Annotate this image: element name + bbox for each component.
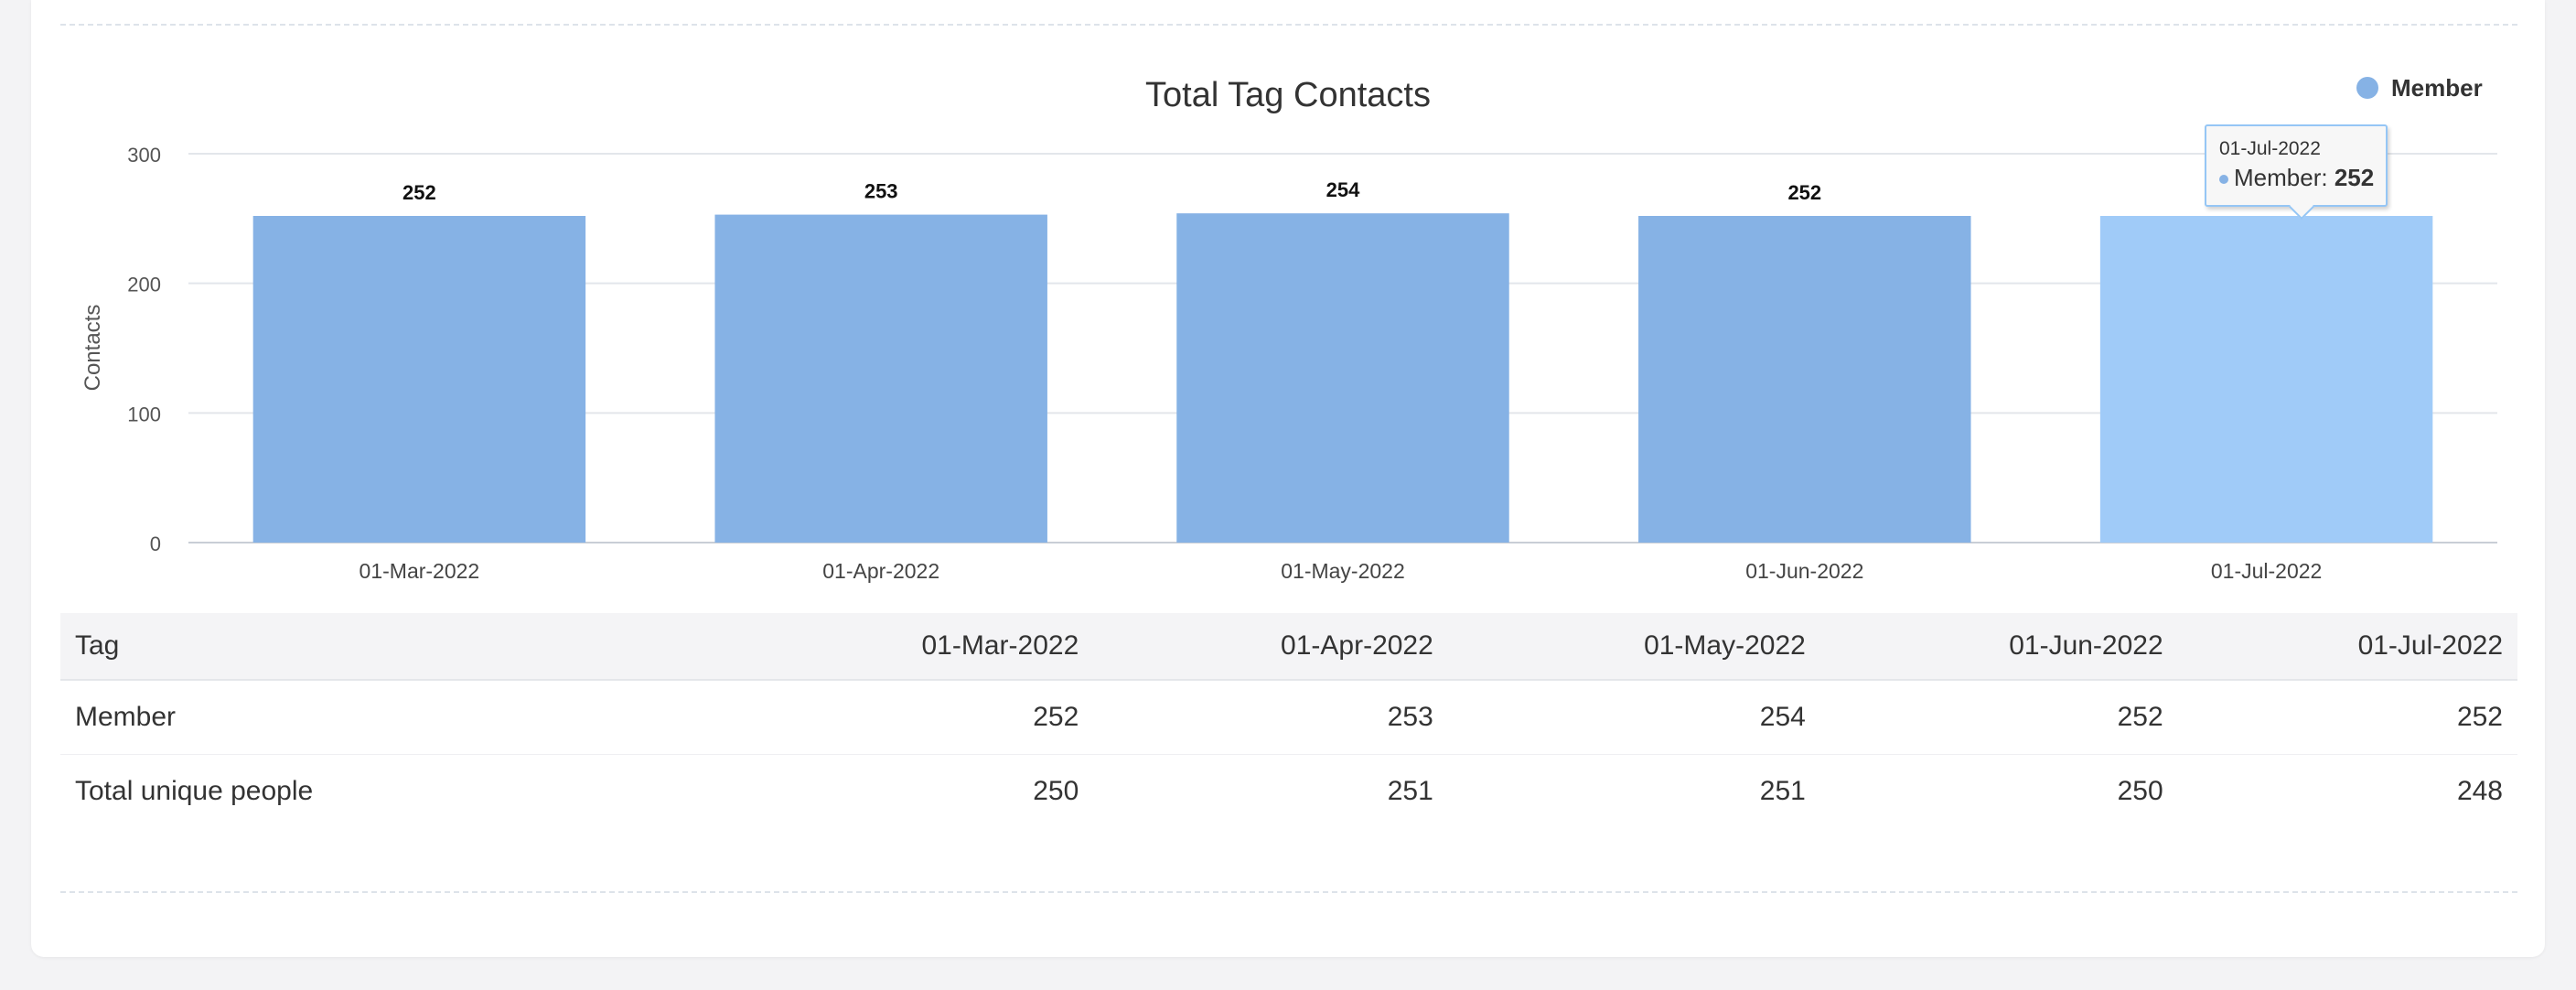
bar[interactable] — [1176, 213, 1509, 543]
x-tick-label: 01-Apr-2022 — [822, 559, 939, 583]
y-tick-label: 200 — [127, 274, 161, 296]
bar[interactable] — [2099, 216, 2433, 543]
bar-tooltip: 01-Jul-2022 Member: 252 — [2205, 124, 2388, 221]
table-cell: Member — [60, 680, 730, 755]
bar[interactable] — [252, 216, 586, 543]
legend[interactable]: Member — [2356, 74, 2483, 102]
header-apr: 01-Apr-2022 — [1093, 613, 1448, 681]
table-cell: 251 — [1387, 776, 1433, 806]
data-label: 253 — [864, 180, 898, 203]
y-tick-label: 300 — [127, 144, 161, 167]
table-cell: 254 — [1447, 680, 1820, 755]
table-row: Total unique people 250 251 251 250 248 — [60, 755, 2517, 829]
table-cell: 252 — [730, 680, 1094, 755]
y-axis-label: Contacts — [80, 305, 105, 392]
y-tick-label: 0 — [150, 533, 161, 555]
data-table: Tag 01-Mar-2022 01-Apr-2022 01-May-2022 … — [60, 613, 2517, 828]
header-mar: 01-Mar-2022 — [730, 613, 1094, 681]
header-jul: 01-Jul-2022 — [2177, 613, 2517, 681]
data-label: 254 — [1326, 178, 1360, 201]
header-may: 01-May-2022 — [1447, 613, 1820, 681]
table-cell: 252 — [2177, 680, 2517, 755]
table-cell: 250 — [1033, 776, 1079, 806]
legend-label[interactable]: Member — [2391, 74, 2483, 102]
data-label: 252 — [402, 181, 436, 204]
table-cell: 250 — [2117, 776, 2163, 806]
tooltip-series-marker — [2219, 175, 2228, 185]
x-tick-label: 01-Mar-2022 — [360, 559, 480, 583]
table-cell: 248 — [2456, 776, 2503, 806]
header-tag: Tag — [60, 613, 730, 681]
data-label: 252 — [1787, 181, 1821, 204]
x-tick-label: 01-Jun-2022 — [1745, 559, 1863, 583]
bar[interactable] — [714, 214, 1047, 543]
x-tick-label: 01-May-2022 — [1281, 559, 1405, 583]
tooltip-series: Member — [2234, 164, 2322, 191]
table-cell: 252 — [1819, 680, 2178, 755]
data-table-container: Tag 01-Mar-2022 01-Apr-2022 01-May-2022 … — [60, 613, 2517, 828]
divider-top — [60, 24, 2517, 26]
bar[interactable] — [1638, 216, 1971, 543]
header-jun: 01-Jun-2022 — [1819, 613, 2178, 681]
table-cell: 251 — [1759, 776, 1806, 806]
table-header-row: Tag 01-Mar-2022 01-Apr-2022 01-May-2022 … — [60, 613, 2517, 681]
table-row: Member 252 253 254 252 252 — [60, 680, 2517, 755]
x-tick-label: 01-Jul-2022 — [2211, 559, 2322, 583]
chart-title: Total Tag Contacts — [1145, 76, 1431, 114]
tooltip-date: 01-Jul-2022 — [2219, 138, 2321, 159]
table-cell: 253 — [1093, 680, 1448, 755]
divider-bottom — [60, 891, 2517, 893]
tooltip-value: 252 — [2334, 164, 2375, 191]
table-cell: Total unique people — [75, 776, 314, 806]
bar-chart: 0 100 200 300 252 253 254 252 252 01-Mar-2022 01… — [80, 74, 2497, 583]
y-tick-label: 100 — [127, 403, 161, 425]
legend-marker — [2356, 77, 2378, 99]
